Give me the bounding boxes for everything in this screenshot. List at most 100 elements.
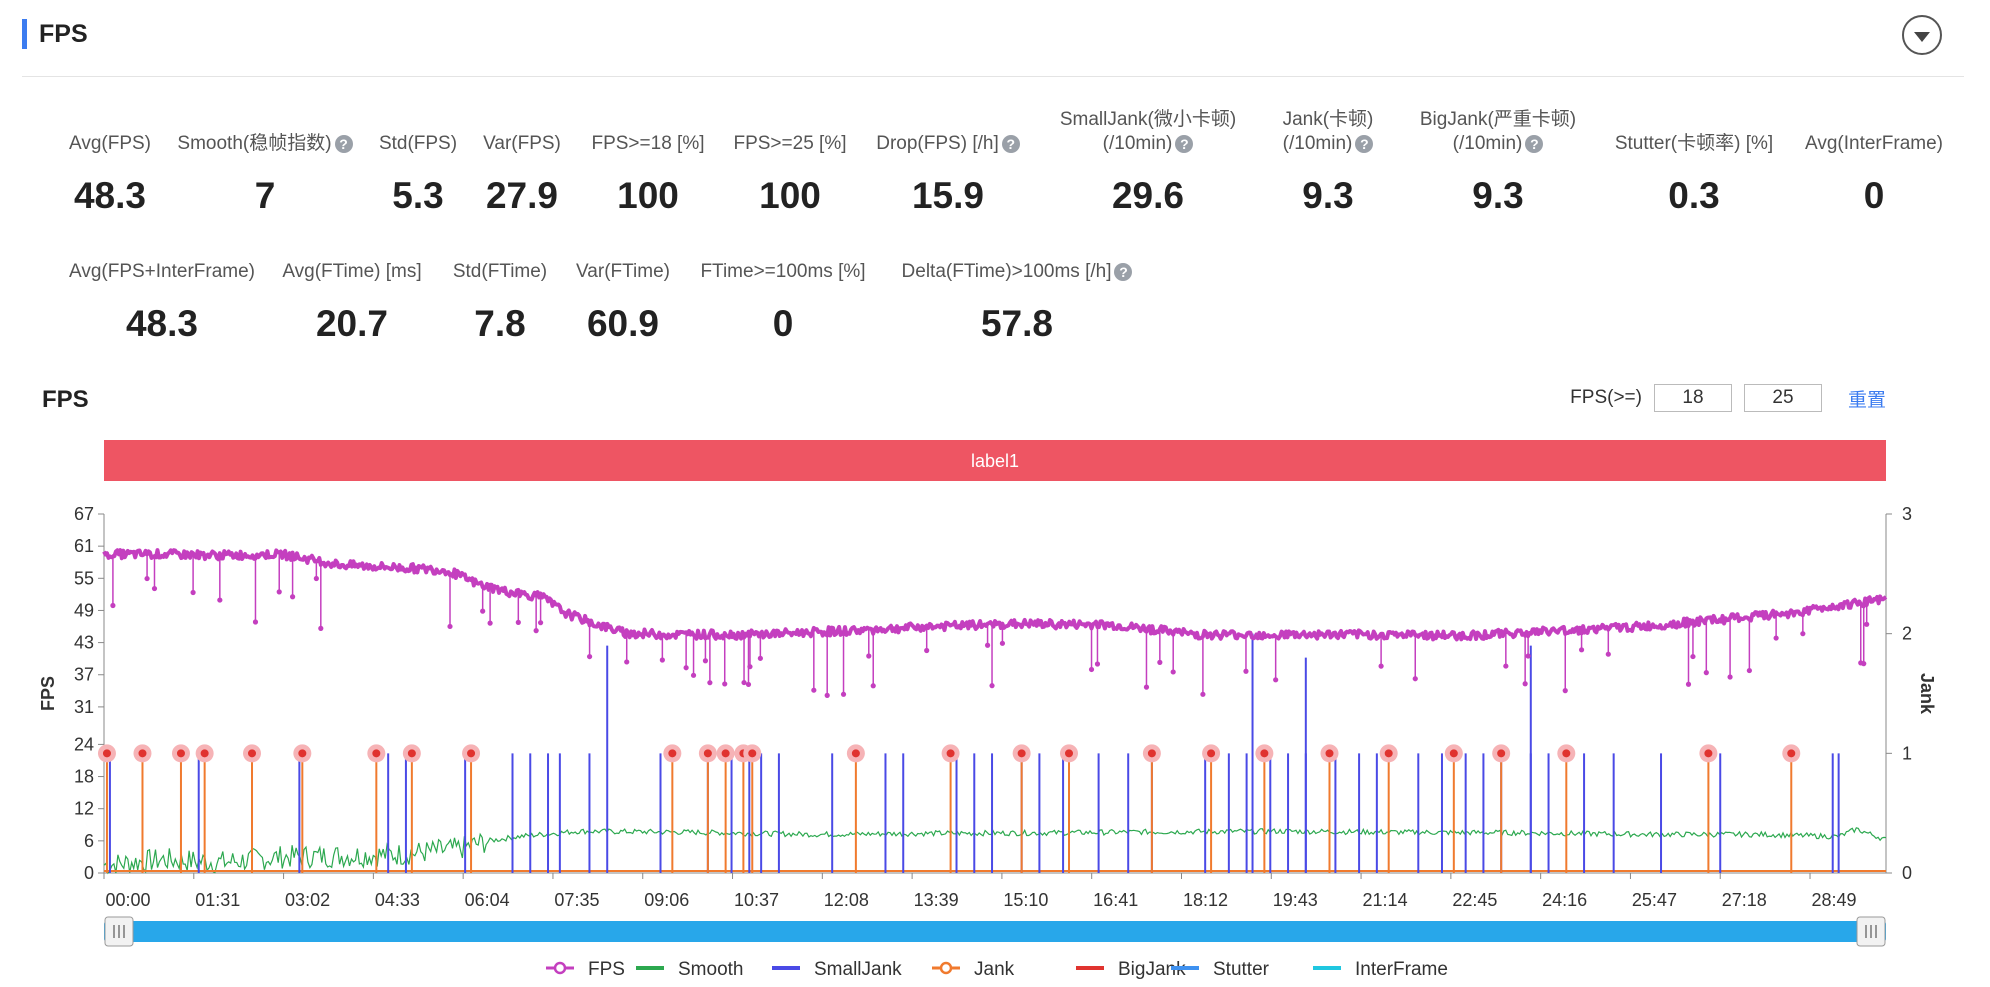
metric-value: 7 — [254, 175, 276, 216]
fps-dip-point — [533, 628, 539, 634]
legend-label-fps: FPS — [588, 959, 625, 980]
fps-threshold-input-1[interactable] — [1653, 384, 1732, 412]
metric-label: Std(FTime) — [370, 236, 630, 284]
x-tick-label: 00:00 — [105, 890, 150, 910]
x-tick-label: 12:08 — [824, 890, 869, 910]
bigjank-marker — [298, 749, 307, 758]
fps-dip-point — [1503, 663, 1509, 669]
fps-dip-point — [447, 623, 453, 630]
y2-tick-label: 3 — [1902, 504, 1912, 524]
metric-row1-1: Smooth(稳帧指数)? 7 — [135, 108, 395, 218]
reset-link[interactable]: 重置 — [1847, 389, 1886, 411]
zoom-slider-track — [104, 921, 1886, 942]
bigjank-marker — [1017, 749, 1026, 758]
fps-dip-point — [318, 625, 324, 631]
metric-row2-0: Avg(FPS+InterFrame) 48.3 — [32, 236, 292, 346]
bigjank-marker — [851, 749, 860, 758]
x-tick-label: 18:12 — [1183, 890, 1228, 910]
fps-dip-point — [252, 619, 259, 625]
fps-threshold-input-2[interactable] — [1743, 384, 1822, 412]
bigjank-marker — [1325, 749, 1334, 758]
y-tick-label: 55 — [74, 568, 94, 588]
x-tick-label: 21:14 — [1363, 890, 1408, 910]
x-tick-label: 25:47 — [1632, 890, 1677, 910]
metric-row2-1: Avg(FTime) [ms] 20.7 — [222, 236, 482, 346]
fps-dip-point — [1800, 631, 1806, 637]
metric-label-text: Delta(FTime)>100ms [/h] — [901, 261, 1112, 282]
y-tick-label: 6 — [84, 831, 94, 851]
bigjank-marker — [1562, 749, 1571, 758]
fps-dip-point — [659, 657, 665, 663]
metric-label: Std(FPS) — [288, 108, 548, 156]
help-icon[interactable]: ? — [334, 134, 353, 153]
metric-row1-3: Var(FPS) 27.9 — [392, 108, 652, 218]
metric-label: Jank(卡顿) (/10min)? — [1198, 108, 1458, 156]
metric-row2-2: Std(FTime) 7.8 — [370, 236, 630, 346]
fps-dip-point — [1703, 670, 1709, 676]
metric-label-text: FPS>=18 [%] — [591, 133, 705, 154]
bigjank-marker — [176, 749, 185, 758]
help-icon[interactable]: ? — [1355, 134, 1374, 153]
metric-label: SmallJank(微小卡顿) (/10min)? — [1018, 108, 1278, 156]
fps-dip-point — [683, 665, 689, 671]
x-tick-label: 22:45 — [1452, 890, 1497, 910]
bigjank-marker — [748, 749, 757, 758]
x-tick-label: 01:31 — [195, 890, 240, 910]
header-accent-bar — [22, 19, 27, 49]
section-header: FPS — [22, 14, 88, 54]
section-title: FPS — [39, 19, 88, 48]
metric-label: Stutter(卡顿率) [%] — [1564, 108, 1824, 156]
metric-label: Avg(InterFrame) — [1744, 108, 1990, 156]
metric-label-text: Var(FTime) — [576, 261, 670, 282]
chart-title: FPS — [42, 386, 89, 413]
fps-dip-point — [999, 640, 1006, 646]
fps-dip-point — [1412, 676, 1418, 682]
metric-label-text: Jank(卡顿) — [1282, 109, 1374, 130]
help-icon[interactable]: ? — [1001, 134, 1020, 153]
legend-label-smooth: Smooth — [678, 959, 743, 980]
fps-dip-point — [1243, 668, 1249, 674]
help-icon[interactable]: ? — [1525, 134, 1544, 153]
bigjank-marker — [946, 749, 955, 758]
fps-dip-point — [1685, 681, 1692, 687]
metric-label: Avg(FTime) [ms] — [222, 236, 482, 284]
metric-label-text: Smooth(稳帧指数) — [177, 133, 332, 154]
metric-label-text: Avg(FPS+InterFrame) — [68, 261, 255, 282]
fps-dip-point — [1773, 635, 1779, 641]
metric-row2-3: Var(FTime) 60.9 — [493, 236, 753, 346]
x-tick-label: 28:49 — [1811, 890, 1856, 910]
fps-dip-point — [1578, 647, 1585, 653]
metric-label-unit: (/10min) — [1452, 133, 1523, 154]
bigjank-marker — [407, 749, 416, 758]
metric-label: Smooth(稳帧指数)? — [135, 108, 395, 156]
x-tick-label: 09:06 — [644, 890, 689, 910]
metric-label-text: FTime>=100ms [%] — [700, 261, 866, 282]
metric-value: 9.3 — [1472, 175, 1524, 216]
fps-dip-point — [480, 608, 486, 614]
help-icon[interactable]: ? — [1175, 134, 1194, 153]
metric-label-text: SmallJank(微小卡顿) — [1059, 109, 1237, 130]
bigjank-marker — [1497, 749, 1506, 758]
bigjank-marker — [138, 749, 147, 758]
y2-tick-label: 1 — [1902, 743, 1912, 763]
fps-dip-point — [1088, 666, 1095, 673]
x-tick-label: 15:10 — [1003, 890, 1048, 910]
metric-label-text: Std(FTime) — [452, 261, 548, 282]
metric-row2-4: FTime>=100ms [%] 0 — [653, 236, 913, 346]
label-band-text: label1 — [971, 451, 1019, 471]
bigjank-marker — [668, 749, 677, 758]
fps-dip-point — [1562, 688, 1568, 694]
help-icon[interactable]: ? — [1114, 262, 1133, 281]
collapse-button[interactable] — [1902, 15, 1942, 55]
y-axis-title: FPS — [38, 676, 58, 711]
fps-dip-point — [1143, 684, 1150, 690]
legend-label-interframe: InterFrame — [1355, 959, 1448, 980]
fps-dip-point — [289, 594, 296, 600]
bigjank-marker — [1704, 749, 1713, 758]
metric-value: 57.8 — [980, 303, 1053, 344]
metric-row1-10: Stutter(卡顿率) [%] 0.3 — [1564, 108, 1824, 218]
fps-dip-point — [866, 653, 872, 659]
metric-row1-6: Drop(FPS) [/h]? 15.9 — [818, 108, 1078, 218]
metric-label-text: Var(FPS) — [483, 133, 561, 154]
